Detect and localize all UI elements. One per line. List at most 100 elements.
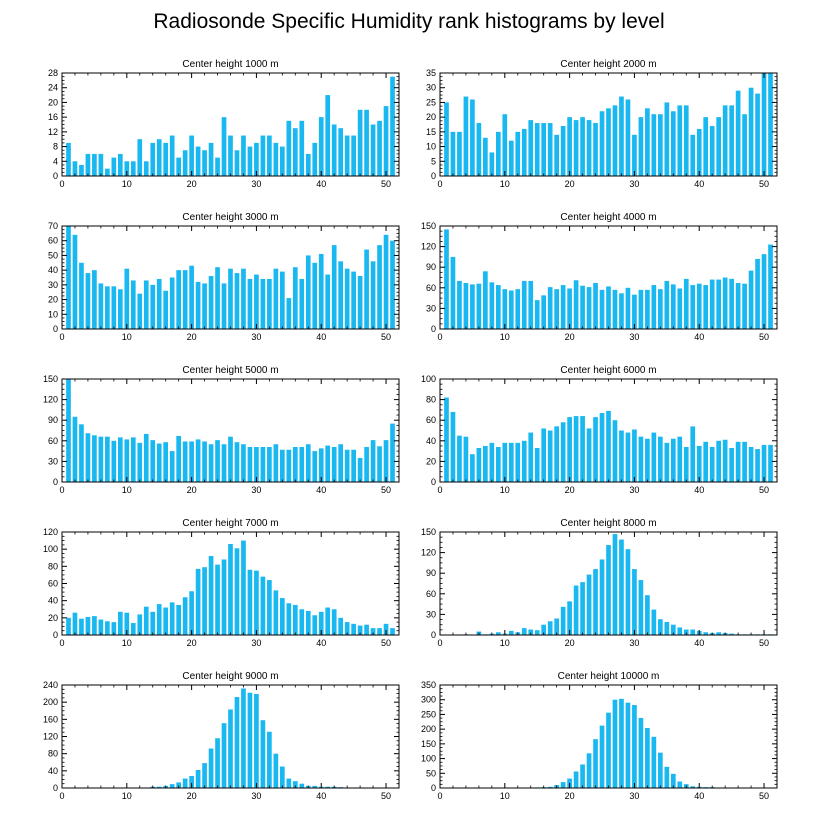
histogram-bar: [117, 153, 123, 176]
histogram-bar: [645, 595, 650, 635]
histogram-bar: [729, 448, 734, 482]
y-tick-label: 10: [426, 142, 436, 152]
histogram-bar: [215, 738, 220, 788]
histogram-bar: [625, 702, 631, 788]
histogram-bar: [228, 268, 233, 329]
histogram-bar: [92, 270, 97, 329]
histogram-bar: [182, 597, 188, 635]
y-tick-label: 50: [48, 250, 58, 260]
histogram-bar: [66, 226, 71, 329]
histogram-bar: [716, 117, 722, 176]
histogram-bar: [690, 786, 696, 788]
y-tick-label: 28: [48, 68, 58, 78]
histogram-bar: [267, 446, 272, 482]
histogram-bar: [254, 446, 259, 482]
histogram-bar: [625, 549, 631, 635]
histogram-bar: [664, 766, 670, 788]
histogram-bar: [377, 120, 382, 176]
y-tick-label: 0: [53, 171, 58, 181]
histogram-bar: [383, 623, 389, 635]
x-tick-label: 0: [59, 179, 64, 189]
x-tick-label: 50: [381, 332, 391, 342]
histogram-bar: [658, 289, 663, 329]
histogram-bar: [521, 440, 527, 482]
histogram-bar: [124, 161, 130, 176]
histogram-bar: [202, 283, 207, 329]
histogram-bar: [189, 591, 194, 635]
x-tick-label: 40: [694, 791, 704, 801]
histogram-bar: [508, 442, 514, 482]
histogram-bar: [228, 709, 233, 788]
histogram-bar: [483, 271, 488, 329]
histogram-bar: [331, 124, 337, 176]
histogram-bar: [156, 278, 162, 329]
histogram-bar: [260, 720, 266, 788]
x-tick-label: 40: [316, 791, 326, 801]
histogram-bar: [351, 623, 356, 635]
histogram-bar: [72, 612, 78, 635]
panel-title: Center height 10000 m: [558, 671, 660, 682]
x-tick-label: 10: [122, 791, 132, 801]
y-tick-label: 0: [53, 477, 58, 487]
x-tick-label: 30: [629, 179, 639, 189]
histogram-bar: [580, 416, 585, 482]
histogram-bar: [221, 283, 227, 329]
histogram-bar: [716, 632, 722, 635]
histogram-bar: [156, 786, 162, 788]
histogram-bar: [593, 569, 598, 635]
x-tick-label: 10: [500, 179, 510, 189]
histogram-bar: [658, 752, 663, 788]
x-tick-label: 10: [500, 485, 510, 495]
histogram-bar: [143, 280, 149, 329]
histogram-bar: [79, 424, 84, 482]
histogram-bar: [722, 105, 728, 176]
histogram-bar: [111, 286, 117, 329]
histogram-bar: [483, 445, 488, 482]
histogram-bar: [638, 580, 644, 635]
histogram-bar: [305, 255, 311, 329]
histogram-bar: [489, 442, 495, 482]
histogram-bar: [195, 281, 201, 329]
y-tick-label: 15: [426, 127, 436, 137]
x-tick-label: 30: [251, 638, 261, 648]
histogram-bar: [137, 293, 143, 329]
histogram-bar: [228, 436, 233, 482]
histogram-bar: [632, 429, 637, 482]
histogram-bar: [338, 444, 344, 482]
histogram-bar: [267, 731, 272, 788]
histogram-bar: [619, 430, 624, 482]
histogram-bar: [444, 229, 449, 329]
histogram-bar: [150, 440, 156, 482]
histogram-bar: [586, 120, 592, 176]
histogram-bar: [176, 604, 181, 635]
histogram-bar: [286, 120, 292, 176]
y-tick-label: 80: [48, 561, 58, 571]
histogram-bar: [234, 442, 240, 482]
histogram-bar: [182, 270, 188, 329]
histogram-bar: [722, 277, 728, 329]
histogram-bar: [117, 437, 123, 482]
histogram-bar: [690, 426, 696, 482]
histogram-bar: [625, 432, 631, 482]
histogram-bar: [470, 284, 475, 329]
histogram-bar: [658, 436, 663, 482]
histogram-bar: [761, 444, 767, 482]
histogram-bar: [137, 442, 143, 482]
x-tick-label: 0: [437, 332, 442, 342]
histogram-bar: [370, 261, 376, 329]
histogram-bar: [580, 285, 585, 329]
histogram-bar: [195, 146, 201, 176]
y-tick-label: 120: [43, 395, 58, 405]
x-tick-label: 30: [251, 791, 261, 801]
x-tick-label: 20: [187, 179, 197, 189]
y-tick-label: 120: [421, 548, 436, 558]
histogram-bar: [215, 440, 220, 482]
histogram-bar: [189, 775, 194, 788]
histogram-bar: [247, 146, 253, 176]
panel-title: Center height 8000 m: [560, 518, 656, 529]
y-tick-label: 5: [431, 156, 436, 166]
histogram-bar: [85, 433, 91, 482]
histogram-bar: [521, 128, 527, 176]
histogram-bar: [528, 120, 534, 176]
